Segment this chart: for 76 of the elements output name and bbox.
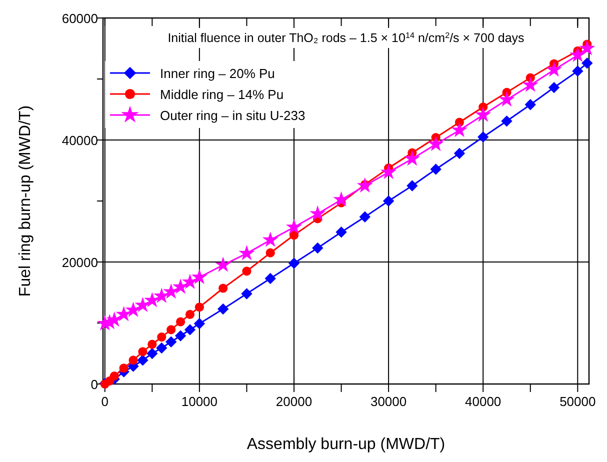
text: Initial fluence in outer ThO₂ rods – 1.5 × 10$^{14}$ n/cm$^{2}$/s × 700 days: [168, 30, 524, 45]
point: [215, 256, 232, 272]
x-tick-label: 30000: [370, 394, 407, 409]
point: [582, 58, 593, 69]
point: [137, 354, 148, 366]
x-tick-label: 40000: [465, 394, 502, 409]
point: [498, 91, 515, 107]
point: [194, 302, 204, 312]
point: [125, 302, 142, 318]
point: [148, 340, 157, 349]
point: [359, 211, 371, 222]
y-tick-label: 60000: [62, 11, 98, 26]
point: [288, 258, 300, 269]
point: [138, 347, 148, 356]
point: [238, 245, 255, 260]
point: [154, 288, 170, 303]
point: [548, 82, 560, 94]
point: [191, 268, 208, 284]
x-tick-label: 10000: [181, 394, 218, 409]
point: [570, 46, 586, 62]
x-tick-label: 20000: [276, 394, 312, 409]
point: [382, 195, 394, 207]
point: [451, 122, 468, 138]
y-tick-label: 40000: [62, 133, 98, 148]
point: [184, 324, 196, 336]
point: [380, 164, 397, 180]
point: [217, 303, 229, 315]
point: [356, 177, 373, 193]
legend-label: Outer ring – in situ U-233: [160, 108, 306, 123]
y-axis-title: Fuel ring burn-up (MWD/T): [17, 105, 34, 297]
legend-label: Inner ring – 20% Pu: [160, 66, 275, 81]
y-tick-label: 0: [90, 377, 98, 392]
point: [289, 230, 299, 240]
point: [264, 272, 276, 284]
point: [522, 76, 538, 92]
point: [333, 191, 350, 207]
point: [310, 205, 326, 221]
point: [262, 232, 278, 247]
legend-label: Middle ring – 14% Pu: [160, 87, 284, 102]
point: [157, 332, 166, 342]
point: [336, 226, 347, 238]
point: [116, 306, 132, 322]
point: [218, 284, 228, 293]
point: [404, 150, 420, 166]
y-tick-label: 20000: [62, 255, 98, 270]
point: [119, 364, 128, 373]
x-tick-label: 50000: [560, 394, 596, 409]
point: [572, 65, 584, 77]
x-axis-title: Assembly burn-up (MWD/T): [246, 436, 446, 453]
point: [156, 342, 168, 354]
point: [546, 61, 562, 77]
point: [146, 348, 158, 360]
point: [176, 317, 186, 326]
point: [428, 136, 444, 152]
point: [165, 336, 177, 348]
point: [144, 292, 160, 308]
point: [128, 356, 138, 365]
point: [579, 40, 596, 56]
point: [242, 266, 252, 276]
point: [524, 99, 536, 110]
point: [478, 131, 489, 143]
x-tick-label: 0: [101, 394, 109, 409]
point: [286, 218, 302, 234]
point: [501, 115, 512, 127]
point: [241, 288, 252, 300]
point: [110, 372, 119, 381]
point: [475, 106, 492, 122]
point: [430, 164, 442, 175]
point: [312, 242, 324, 254]
point: [166, 325, 176, 334]
point: [406, 180, 418, 192]
point: [174, 330, 186, 342]
point: [266, 248, 275, 258]
point: [454, 148, 466, 160]
point: [194, 318, 206, 330]
point: [185, 310, 195, 319]
